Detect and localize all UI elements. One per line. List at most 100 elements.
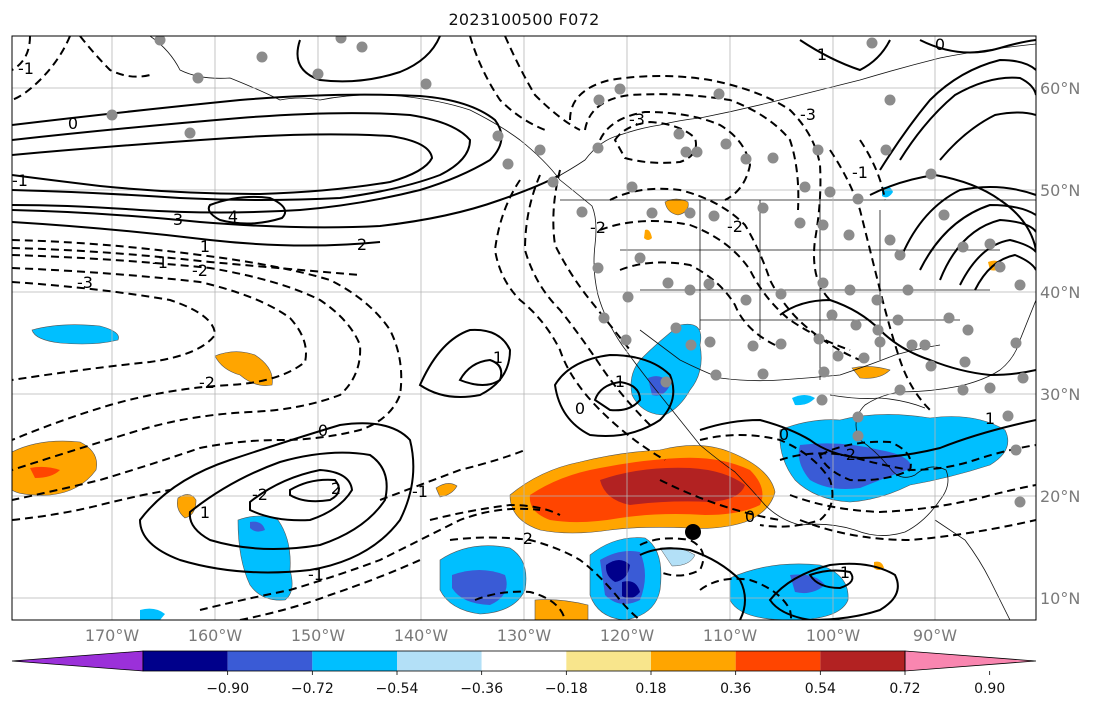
colorbar-segment: [566, 651, 651, 671]
target-point-marker: [685, 524, 701, 540]
station-dot: [938, 209, 950, 221]
station-dot: [592, 142, 604, 154]
station-dot: [984, 238, 996, 250]
station-dot: [775, 338, 787, 350]
station-dot: [894, 384, 906, 396]
station-dot: [844, 284, 856, 296]
station-dot: [919, 339, 931, 351]
station-dot: [534, 144, 546, 156]
contour-label: -2: [590, 218, 606, 237]
station-dot: [925, 168, 937, 180]
station-dot: [356, 41, 368, 53]
station-dot: [106, 109, 118, 121]
contour-label: -3: [800, 105, 816, 124]
contour-label: -1: [12, 171, 28, 190]
station-dot: [598, 312, 610, 324]
contour-label: -2: [840, 445, 856, 464]
station-dot: [852, 430, 864, 442]
contour-label: 4: [228, 207, 238, 226]
station-dot: [826, 309, 838, 321]
contour-labels: 0 1 2 3 4 1 0 1 0 0 2 1 1 1 0 0 1 -3 -2 …: [12, 36, 995, 584]
contour-label: -2: [199, 373, 215, 392]
station-markers: [106, 36, 1029, 508]
colorbar-segment: [227, 651, 313, 671]
station-dot: [592, 262, 604, 274]
station-dot: [852, 193, 864, 205]
lon-tick-label: 110°W: [703, 626, 758, 645]
station-dot: [626, 181, 638, 193]
colorbar-segment: [735, 651, 821, 671]
station-dot: [818, 366, 830, 378]
station-dot: [832, 350, 844, 362]
station-dot: [884, 234, 896, 246]
contour-label: 1: [493, 348, 503, 367]
lat-tick-label: 20°N: [1040, 487, 1080, 506]
station-dot: [757, 202, 769, 214]
colorbar-tick-label: 0.54: [805, 681, 836, 697]
negative-anomaly-shading: [31, 186, 1009, 620]
station-dot: [662, 277, 674, 289]
contour-label: 2: [357, 235, 367, 254]
contour-label: 0: [575, 399, 585, 418]
station-dot: [1014, 279, 1026, 291]
contour-label: -3: [77, 273, 93, 292]
station-dot: [704, 336, 716, 348]
station-dot: [492, 130, 504, 142]
contour-label: 1: [817, 45, 827, 64]
station-dot: [902, 284, 914, 296]
station-dot: [852, 411, 864, 423]
station-dot: [957, 384, 969, 396]
station-dot: [576, 206, 588, 218]
station-dot: [1002, 410, 1014, 422]
station-dot: [824, 186, 836, 198]
station-dot: [871, 294, 883, 306]
station-dot: [684, 284, 696, 296]
station-dot: [740, 294, 752, 306]
station-dot: [799, 181, 811, 193]
station-dot: [880, 144, 892, 156]
contour-label: 0: [779, 425, 789, 444]
contour-label: -2: [517, 529, 533, 548]
station-dot: [660, 376, 672, 388]
contour-label: -1: [18, 59, 34, 78]
station-dot: [957, 241, 969, 253]
contour-label: 3: [173, 210, 183, 229]
colorbar-segment: [312, 651, 397, 671]
colorbar-segment: [820, 651, 905, 671]
station-dot: [872, 324, 884, 336]
colorbar-segment: [481, 651, 567, 671]
station-dot: [1017, 372, 1029, 384]
station-dot: [816, 394, 828, 406]
station-dot: [892, 314, 904, 326]
station-dot: [710, 369, 722, 381]
station-dot: [620, 334, 632, 346]
station-dot: [720, 138, 732, 150]
contour-label: -2: [727, 217, 743, 236]
station-dot: [943, 312, 955, 324]
colorbar-tick-label: 0.72: [889, 681, 920, 697]
lat-tick-label: 60°N: [1040, 79, 1080, 98]
contour-label: -1: [152, 253, 168, 272]
colorbar-segment: [397, 651, 482, 671]
station-dot: [673, 128, 685, 140]
station-dot: [994, 261, 1006, 273]
contour-label: 2: [331, 479, 341, 498]
station-dot: [959, 356, 971, 368]
station-dot: [925, 360, 937, 372]
station-dot: [906, 339, 918, 351]
contour-label: 1: [985, 409, 995, 428]
station-dot: [775, 288, 787, 300]
lat-tick-label: 50°N: [1040, 181, 1080, 200]
lon-tick-label: 90°W: [913, 626, 957, 645]
contour-label: 1: [615, 372, 625, 391]
station-dot: [634, 252, 646, 264]
gridlines: [12, 36, 1036, 620]
station-dot: [884, 94, 896, 106]
lat-tick-label: 10°N: [1040, 589, 1080, 608]
station-dot: [713, 88, 725, 100]
station-dot: [817, 277, 829, 289]
colorbar-extend-max: [904, 650, 1037, 672]
station-dot: [680, 146, 692, 158]
station-dot: [192, 72, 204, 84]
